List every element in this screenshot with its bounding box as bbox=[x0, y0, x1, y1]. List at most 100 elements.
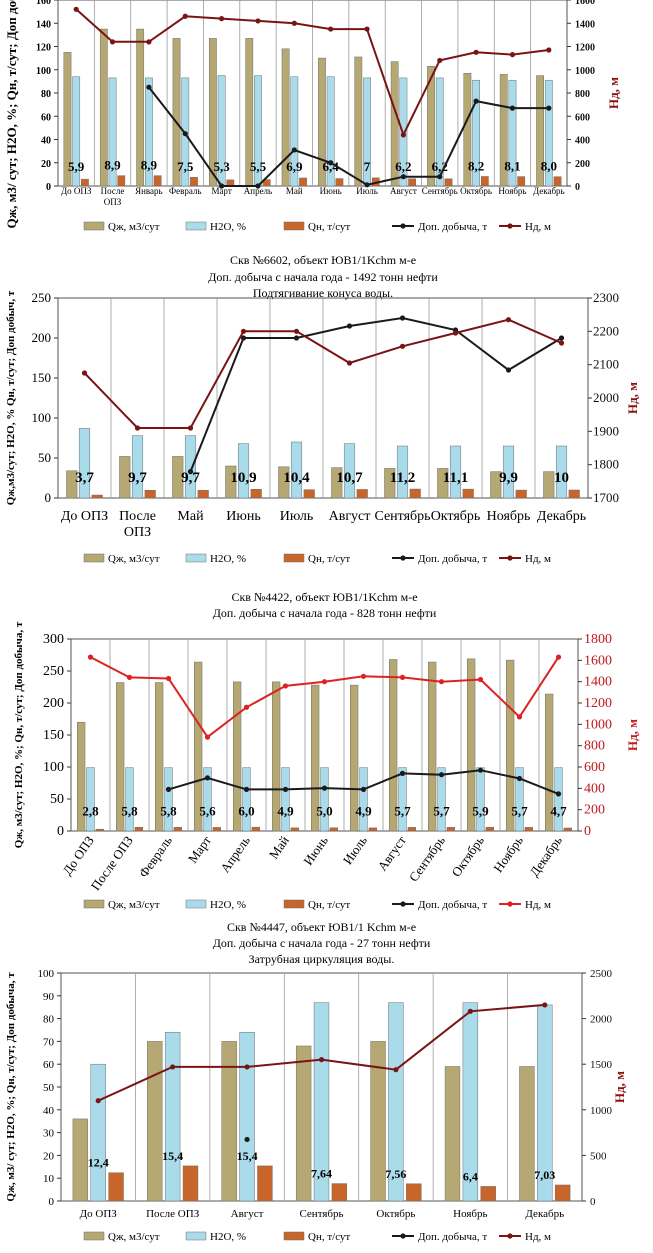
y-tick-label: 200 bbox=[32, 330, 52, 345]
oil-bar bbox=[190, 177, 198, 187]
water-bar bbox=[508, 79, 517, 187]
y-tick-label: 150 bbox=[32, 370, 52, 385]
liquid-bar bbox=[505, 659, 515, 832]
water-bar bbox=[313, 1002, 330, 1202]
liquid-bar bbox=[310, 684, 320, 832]
liquid-bar bbox=[147, 1041, 163, 1202]
water-bar bbox=[388, 1002, 404, 1202]
x-tick-label: Март bbox=[211, 186, 231, 196]
oil-bar bbox=[331, 1183, 348, 1202]
x-tick-label: Декабрь bbox=[537, 509, 586, 524]
y2-tick-label: 800 bbox=[584, 739, 605, 754]
x-tick-label: После ОПЗ bbox=[146, 1208, 200, 1220]
extra-production-point bbox=[555, 791, 562, 797]
y2-tick-label: 1400 bbox=[575, 19, 595, 30]
y-tick-label: 80 bbox=[43, 1014, 55, 1026]
x-tick-label: После bbox=[101, 186, 125, 196]
dynamic-level-point bbox=[244, 1064, 250, 1070]
extra-production-line bbox=[189, 316, 563, 472]
oil-data-label: 5,0 bbox=[316, 804, 332, 819]
dynamic-level-point bbox=[467, 1008, 473, 1014]
x-tick-label: До ОПЗ bbox=[59, 833, 96, 878]
y2-axis-label: Нд, м bbox=[625, 719, 640, 751]
x-tick-label: До ОПЗ bbox=[61, 186, 92, 196]
x-tick-label: Ноябрь bbox=[498, 186, 526, 196]
oil-bar bbox=[485, 826, 495, 832]
oil-data-label: 6,0 bbox=[238, 804, 254, 819]
water-bar bbox=[125, 767, 134, 832]
legend-swatch bbox=[83, 1231, 105, 1241]
dynamic-level-point bbox=[81, 370, 88, 376]
x-tick-label: Май bbox=[266, 833, 292, 862]
y-tick-label: 40 bbox=[43, 1105, 55, 1117]
liquid-bar bbox=[221, 1041, 237, 1202]
extra-production-point bbox=[516, 775, 523, 782]
dynamic-level-point bbox=[146, 39, 152, 45]
dynamic-level-point bbox=[293, 328, 300, 334]
dynamic-level-point bbox=[509, 52, 516, 58]
extra-production-line bbox=[148, 86, 549, 187]
x-tick-label: Сентябрь bbox=[406, 833, 448, 884]
dynamic-level-point bbox=[505, 317, 512, 323]
water-bar bbox=[145, 77, 153, 187]
y-tick-label: 0 bbox=[46, 182, 51, 193]
oil-bar bbox=[554, 1184, 571, 1202]
oil-data-label: 7,64 bbox=[311, 1167, 332, 1181]
y2-tick-label: 0 bbox=[590, 1196, 596, 1208]
y-tick-label: 100 bbox=[32, 410, 52, 425]
liquid-bar bbox=[390, 61, 399, 187]
liquid-bar bbox=[99, 28, 108, 187]
oil-bar bbox=[444, 178, 453, 187]
oil-data-label: 12,4 bbox=[88, 1156, 109, 1170]
liquid-bar bbox=[172, 456, 184, 499]
liquid-bar bbox=[295, 1045, 312, 1202]
oil-bar bbox=[462, 488, 474, 499]
oil-data-label: 7,56 bbox=[385, 1167, 406, 1181]
oil-bar bbox=[568, 489, 580, 499]
y2-tick-label: 1200 bbox=[575, 43, 595, 54]
y2-tick-label: 1600 bbox=[575, 0, 595, 7]
oil-data-label: 6,4 bbox=[323, 159, 340, 174]
oil-data-label: 9,9 bbox=[499, 470, 518, 486]
y2-tick-label: 2500 bbox=[590, 968, 613, 980]
oil-data-label: 5,8 bbox=[121, 804, 138, 819]
dynamic-level-point bbox=[399, 674, 406, 681]
liquid-bar bbox=[388, 659, 398, 832]
legend-label: Нд, м bbox=[525, 553, 551, 565]
liquid-bar bbox=[544, 693, 554, 832]
legend-label: Н2О, % bbox=[210, 1231, 246, 1243]
legend-marker bbox=[507, 901, 513, 907]
dynamic-level-point bbox=[291, 20, 297, 26]
liquid-bar bbox=[427, 661, 437, 832]
y2-axis-label: Нд, м bbox=[612, 1071, 627, 1103]
y-tick-label: 250 bbox=[43, 664, 64, 679]
extra-production-point bbox=[255, 183, 261, 189]
y-tick-label: 50 bbox=[43, 1082, 55, 1094]
extra-production-point bbox=[282, 786, 289, 793]
liquid-bar bbox=[463, 72, 472, 187]
legend-marker bbox=[400, 223, 406, 229]
y2-tick-label: 0 bbox=[575, 182, 580, 193]
liquid-bar bbox=[519, 1066, 535, 1202]
oil-data-label: 11,2 bbox=[390, 470, 415, 486]
x-tick-label: Апрель bbox=[217, 833, 253, 875]
oil-bar bbox=[480, 1186, 496, 1202]
legend-label: Н2О, % bbox=[210, 553, 246, 565]
oil-data-label: 3,7 bbox=[75, 470, 94, 486]
oil-bar bbox=[91, 494, 103, 499]
oil-bar bbox=[173, 827, 183, 832]
legend-swatch bbox=[283, 553, 305, 563]
liquid-bar bbox=[384, 468, 396, 499]
y2-tick-label: 1800 bbox=[593, 457, 619, 472]
y-tick-label: 100 bbox=[38, 968, 55, 980]
y2-tick-label: 1700 bbox=[593, 490, 619, 505]
water-bar bbox=[398, 767, 407, 832]
y2-tick-label: 1900 bbox=[593, 423, 619, 438]
legend-swatch bbox=[283, 221, 305, 231]
y-tick-label: 100 bbox=[36, 66, 51, 77]
y-tick-label: 70 bbox=[43, 1036, 55, 1048]
oil-bar bbox=[81, 178, 89, 187]
y-tick-label: 160 bbox=[36, 0, 51, 7]
oil-bar bbox=[480, 176, 489, 187]
